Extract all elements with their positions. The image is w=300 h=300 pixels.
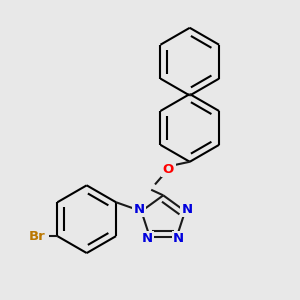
Text: O: O (163, 163, 174, 176)
Text: N: N (134, 203, 145, 216)
Text: Br: Br (28, 230, 45, 243)
Text: N: N (142, 232, 153, 245)
Text: N: N (173, 232, 184, 245)
Text: N: N (181, 203, 192, 216)
